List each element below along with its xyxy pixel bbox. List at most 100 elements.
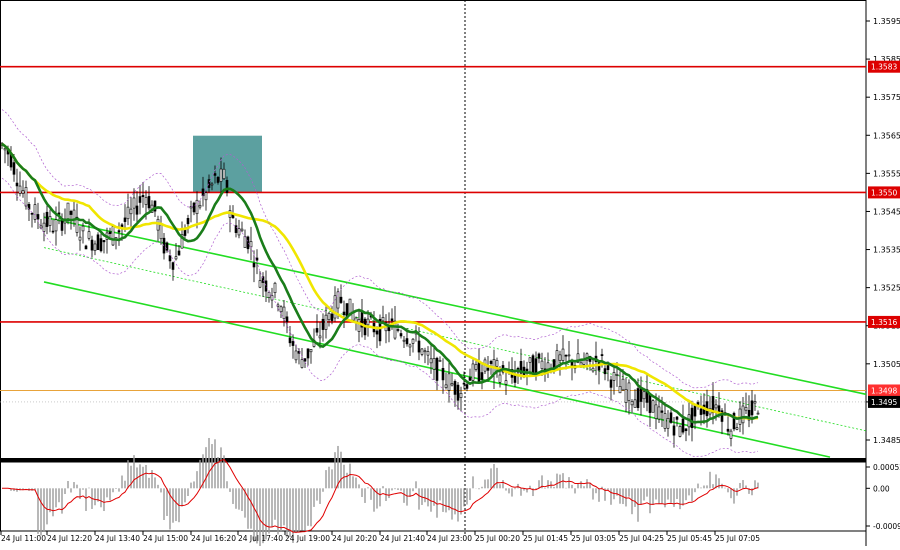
candle-body — [469, 378, 471, 381]
candle-body — [433, 358, 435, 369]
level-label: 1.3583 — [871, 63, 897, 72]
candle-body — [319, 336, 321, 338]
candle-body — [301, 360, 303, 368]
candle-body — [109, 232, 111, 234]
candle-body — [145, 197, 147, 204]
candle-body — [400, 333, 402, 336]
candle-body — [742, 406, 744, 423]
candle-body — [478, 361, 480, 381]
level-label: 1.3498 — [871, 386, 897, 395]
time-tick-label: 24 Jul 17:40 — [238, 534, 283, 543]
candle-body — [406, 339, 408, 344]
candle-body — [193, 203, 195, 212]
candle-body — [70, 211, 72, 214]
candle-body — [529, 358, 531, 363]
price-tick-label: 1.3595 — [873, 17, 900, 26]
candle-body — [451, 384, 453, 385]
candle-body — [211, 184, 213, 185]
candle-body — [4, 148, 6, 149]
candle-body — [16, 183, 18, 186]
candle-body — [325, 315, 327, 329]
candle-body — [625, 389, 627, 402]
price-tick-label: 1.3525 — [873, 284, 900, 293]
candle-body — [658, 407, 660, 419]
candle-body — [616, 374, 618, 375]
candle-body — [88, 232, 90, 239]
candle-body — [295, 351, 297, 360]
candle-body — [439, 360, 441, 361]
candle-body — [259, 281, 261, 288]
time-tick-label: 24 Jul 21:40 — [380, 534, 425, 543]
candle-body — [679, 426, 681, 436]
candle-body — [289, 338, 291, 343]
candle-body — [376, 331, 378, 334]
candle-body — [124, 218, 126, 222]
candle-body — [85, 246, 87, 249]
candle-body — [532, 356, 534, 374]
candle-body — [391, 319, 393, 321]
candle-body — [52, 231, 54, 232]
candle-body — [118, 231, 120, 232]
candle-body — [751, 401, 753, 415]
candle-body — [34, 205, 36, 220]
candle-body — [358, 319, 360, 331]
candle-body — [592, 368, 594, 371]
candle-body — [472, 364, 474, 380]
candle-body — [457, 385, 459, 400]
candle-body — [667, 418, 669, 428]
candle-body — [568, 355, 570, 356]
candle-body — [253, 263, 255, 267]
candle-body — [649, 394, 651, 413]
candle-body — [460, 393, 462, 397]
candle-body — [19, 186, 21, 193]
candle-body — [130, 209, 132, 214]
candle-body — [445, 385, 447, 388]
candle-body — [490, 361, 492, 363]
candle-body — [97, 235, 99, 250]
candle-body — [691, 408, 693, 428]
candle-body — [160, 225, 162, 239]
candle-body — [466, 385, 468, 389]
candle-body — [172, 263, 174, 270]
candle-body — [622, 379, 624, 390]
candle-body — [13, 163, 15, 175]
macd-tick-label: 0.00 — [873, 484, 890, 493]
candle-body — [49, 216, 51, 225]
candle-body — [37, 214, 39, 219]
candle-body — [133, 198, 135, 208]
time-tick-label: 25 Jul 00:20 — [475, 534, 520, 543]
candle-body — [283, 307, 285, 319]
candle-body — [409, 345, 411, 347]
candle-body — [601, 355, 603, 356]
candle-body — [214, 174, 216, 176]
time-tick-label: 24 Jul 16:20 — [191, 534, 236, 543]
candle-body — [274, 283, 276, 292]
candle-body — [205, 193, 207, 200]
candle-body — [220, 169, 222, 181]
candle-body — [148, 196, 150, 208]
candle-body — [112, 227, 114, 245]
candle-body — [247, 237, 249, 249]
candle-body — [235, 226, 237, 233]
candle-body — [22, 190, 24, 193]
candle-body — [169, 256, 171, 261]
candle-body — [715, 405, 717, 408]
candle-body — [265, 281, 267, 291]
candle-body — [340, 297, 342, 302]
price-tick-label: 1.3485 — [873, 436, 900, 445]
time-tick-label: 24 Jul 13:40 — [95, 534, 140, 543]
candle-body — [430, 359, 432, 363]
candle-body — [199, 205, 201, 207]
candle-body — [637, 389, 639, 408]
candle-body — [685, 429, 687, 431]
candle-body — [736, 428, 738, 430]
price-tick-label: 1.3575 — [873, 93, 900, 102]
candle-body — [91, 240, 93, 250]
candle-body — [217, 177, 219, 182]
candle-body — [634, 400, 636, 408]
candle-body — [139, 197, 141, 203]
candle-body — [268, 292, 270, 297]
